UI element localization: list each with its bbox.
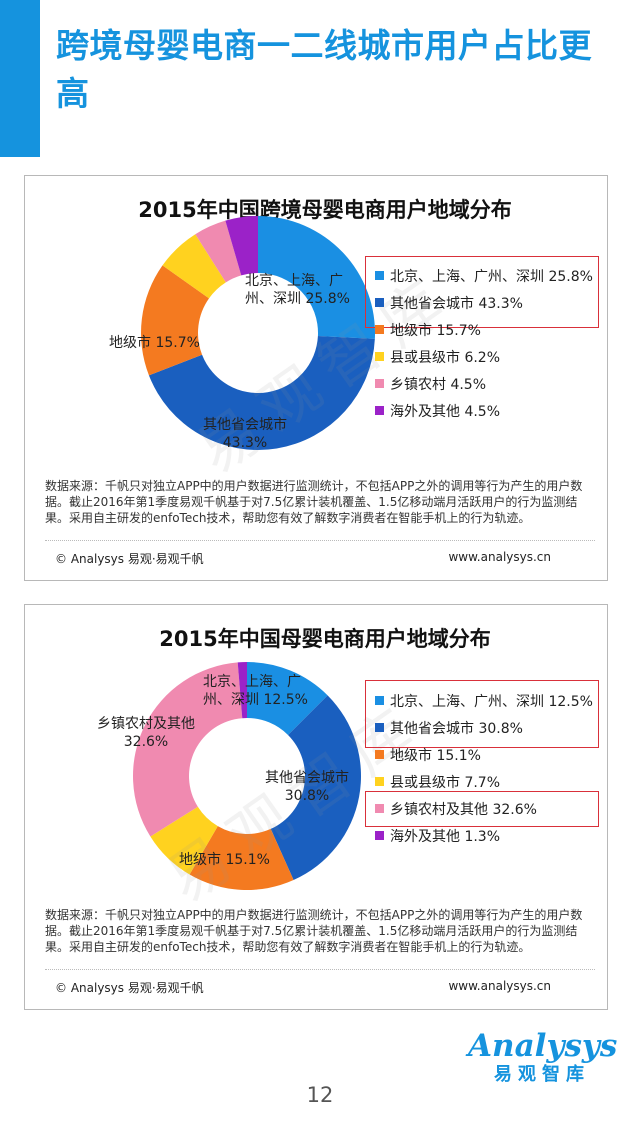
donut-slice-0 <box>258 216 376 339</box>
legend-swatch <box>375 352 384 361</box>
legend-swatch <box>375 750 384 759</box>
donut-slice-1 <box>148 336 375 451</box>
chart-title: 2015年中国母婴电商用户地域分布 <box>159 627 491 651</box>
logo-subtitle: 易观智库 <box>494 1064 590 1085</box>
data-source-note: 数据来源：千帆只对独立APP中的用户数据进行监测统计，不包括APP之外的调用等行… <box>45 479 583 525</box>
legend-label: 其他省会城市 43.3% <box>390 296 523 312</box>
footer-divider <box>45 969 595 970</box>
page-number: 12 <box>306 1083 334 1107</box>
legend-item: 其他省会城市 30.8% <box>375 718 523 738</box>
donut-slice-1 <box>270 695 361 881</box>
legend-label: 县或县级市 7.7% <box>390 775 501 791</box>
donut-slice-4 <box>195 220 242 283</box>
slice-label-line: 北京、上海、广 <box>245 273 343 289</box>
slice-label-tier1: 北京、上海、广 州、深圳 25.8% <box>245 272 350 308</box>
slice-label-prefecture: 地级市 15.1% <box>179 851 270 869</box>
legend-item: 乡镇农村及其他 32.6% <box>375 799 537 819</box>
legend-item: 北京、上海、广州、深圳 25.8% <box>375 266 593 286</box>
legend-item: 海外及其他 4.5% <box>375 401 500 421</box>
legend-item: 其他省会城市 43.3% <box>375 293 523 313</box>
legend-item: 地级市 15.1% <box>375 745 481 765</box>
legend-item: 乡镇农村 4.5% <box>375 374 486 394</box>
legend-swatch <box>375 696 384 705</box>
slice-label-provincial: 其他省会城市 43.3% <box>203 416 287 452</box>
footer-divider <box>45 540 595 541</box>
legend-swatch <box>375 804 384 813</box>
legend-item: 海外及其他 1.3% <box>375 826 500 846</box>
page-title: 跨境母婴电商一二线城市用户占比更高 <box>56 26 592 113</box>
slice-label-line: 其他省会城市 <box>203 417 287 433</box>
legend-highlight-box <box>365 680 599 748</box>
legend-label: 乡镇农村及其他 32.6% <box>390 802 537 818</box>
legend-swatch <box>375 271 384 280</box>
legend-label: 乡镇农村 4.5% <box>390 377 487 393</box>
legend-highlight-box <box>365 256 599 328</box>
slice-label-line: 32.6% <box>123 734 169 750</box>
website-link[interactable]: www.analysys.cn <box>448 979 551 993</box>
donut-slice-2 <box>189 826 294 890</box>
legend-label: 地级市 15.1% <box>390 748 481 764</box>
copyright-text: © Analysys 易观·易观千帆 <box>55 981 204 995</box>
legend-swatch <box>375 379 384 388</box>
slice-label-line: 州、深圳 25.8% <box>245 291 350 307</box>
legend-highlight-box <box>365 791 599 827</box>
slice-label-tier1: 北京、上海、广 州、深圳 12.5% <box>203 673 308 709</box>
legend-label: 其他省会城市 30.8% <box>390 721 523 737</box>
donut-chart <box>133 662 361 890</box>
legend-item: 县或县级市 7.7% <box>375 772 500 792</box>
donut-chart <box>141 216 376 451</box>
slice-label-line: 43.3% <box>222 435 268 451</box>
donut-slice-3 <box>150 806 218 875</box>
analysys-logo: Analysys 易观智库 <box>468 1028 624 1086</box>
slice-label-line: 州、深圳 12.5% <box>203 692 308 708</box>
legend-swatch <box>375 723 384 732</box>
slice-label-rural: 乡镇农村及其他 32.6% <box>97 715 195 751</box>
legend-item: 地级市 15.7% <box>375 320 481 340</box>
slice-label-line: 其他省会城市 <box>265 770 349 786</box>
legend-swatch <box>375 831 384 840</box>
slice-label-line: 30.8% <box>284 788 330 804</box>
slice-label-provincial: 其他省会城市 30.8% <box>265 769 349 805</box>
legend-label: 县或县级市 6.2% <box>390 350 501 366</box>
data-source-note: 数据来源：千帆只对独立APP中的用户数据进行监测统计，不包括APP之外的调用等行… <box>45 908 583 954</box>
legend-swatch <box>375 298 384 307</box>
legend-item: 北京、上海、广州、深圳 12.5% <box>375 691 593 711</box>
legend-swatch <box>375 325 384 334</box>
slice-label-line: 地级市 15.1% <box>179 852 270 868</box>
chart-title: 2015年中国跨境母婴电商用户地域分布 <box>138 198 512 222</box>
title-accent-bar <box>0 0 40 157</box>
donut-slice-0 <box>247 662 328 735</box>
legend-item: 县或县级市 6.2% <box>375 347 500 367</box>
logo-wordmark: Analysys <box>468 1028 618 1064</box>
legend-label: 海外及其他 1.3% <box>390 829 501 845</box>
chart-card-cross-border: 2015年中国跨境母婴电商用户地域分布 易观智库 北京、上海、广 州、深圳 25… <box>24 175 608 581</box>
copyright-text: © Analysys 易观·易观千帆 <box>55 552 204 566</box>
legend-swatch <box>375 777 384 786</box>
legend-swatch <box>375 406 384 415</box>
legend-label: 北京、上海、广州、深圳 25.8% <box>390 269 593 285</box>
donut-slice-5 <box>237 662 247 719</box>
slice-label-line: 地级市 15.7% <box>109 335 200 351</box>
website-link[interactable]: www.analysys.cn <box>448 550 551 564</box>
slice-label-prefecture: 地级市 15.7% <box>109 334 200 352</box>
chart-card-all-mother-baby: 2015年中国母婴电商用户地域分布 易观智库 北京、上海、广 州、深圳 12.5… <box>24 604 608 1010</box>
donut-slice-4 <box>133 662 243 837</box>
legend-label: 地级市 15.7% <box>390 323 481 339</box>
slice-label-line: 乡镇农村及其他 <box>97 716 195 732</box>
donut-slice-5 <box>225 216 258 276</box>
legend-label: 海外及其他 4.5% <box>390 404 501 420</box>
donut-slice-3 <box>162 234 226 299</box>
legend-label: 北京、上海、广州、深圳 12.5% <box>390 694 593 710</box>
donut-slice-2 <box>141 265 210 376</box>
slice-label-line: 北京、上海、广 <box>203 674 301 690</box>
